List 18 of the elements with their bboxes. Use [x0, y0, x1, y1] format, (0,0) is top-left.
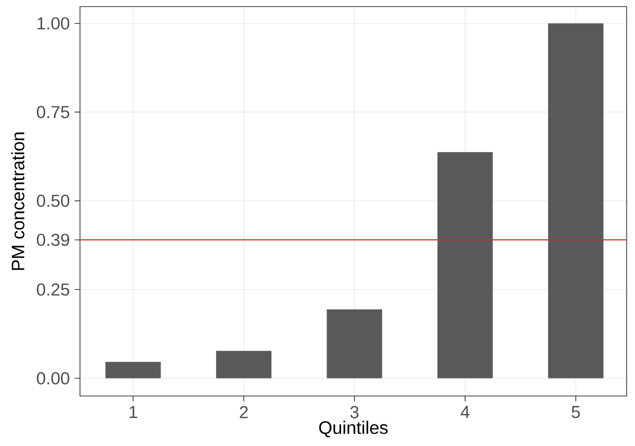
y-tick-label: 0.75	[36, 106, 70, 118]
bar	[326, 309, 382, 378]
y-tick-label: 1.00	[38, 17, 70, 30]
x-tick-label: 5	[572, 406, 580, 418]
x-tick-label: 2	[240, 406, 248, 418]
x-tick-label: 3	[350, 406, 359, 418]
y-axis-title: PM concentration	[11, 132, 24, 270]
x-axis-title: Quintiles	[319, 420, 388, 438]
bar	[216, 350, 272, 378]
y-tick-label: 0.50	[36, 194, 70, 207]
y-tick-label: 0.25	[36, 283, 70, 296]
x-tick-label: 1	[130, 406, 138, 418]
y-tick-label: 0.39	[36, 234, 70, 246]
bar	[548, 23, 604, 378]
x-tick-label: 4	[460, 406, 470, 418]
bar	[437, 152, 493, 378]
bar	[105, 362, 161, 378]
y-tick-label: 0.00	[36, 372, 70, 384]
